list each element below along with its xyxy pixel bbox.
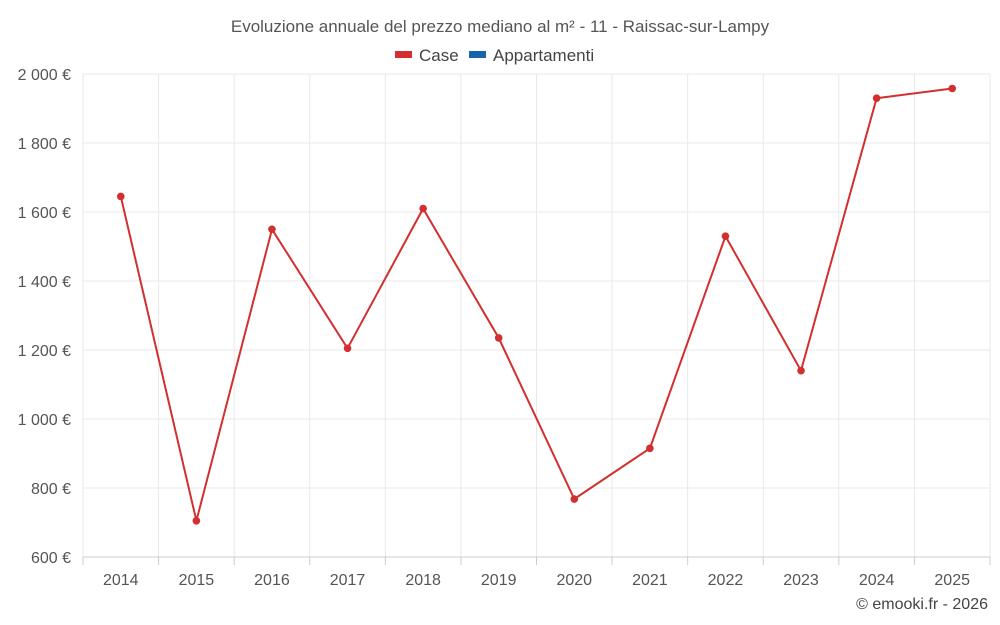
legend-swatch-appartamenti	[469, 51, 486, 58]
x-axis-labels: 2014 2015 2016 2017 2018 2019 2020 2021 2022 2023…	[103, 572, 970, 589]
data-point[interactable]	[797, 366, 805, 375]
y-tick-label: 600 €	[31, 550, 71, 567]
legend-item-appartamenti[interactable]: Appartamenti	[469, 46, 594, 65]
legend-item-case[interactable]: Case	[395, 46, 459, 65]
x-tick-label: 2020	[556, 572, 592, 589]
data-point[interactable]	[116, 192, 125, 201]
x-tick-label: 2017	[330, 572, 366, 589]
x-tick-label: 2014	[103, 572, 139, 589]
x-tick-label: 2015	[179, 572, 215, 589]
data-point[interactable]	[872, 94, 881, 102]
legend-label-case: Case	[419, 46, 459, 65]
data-point[interactable]	[570, 495, 579, 503]
axes	[82, 556, 991, 565]
y-tick-label: 2 000 €	[18, 67, 71, 84]
x-tick-label: 2021	[632, 572, 668, 589]
y-tick-label: 1 200 €	[18, 343, 71, 360]
data-point[interactable]	[419, 204, 427, 213]
x-tick-label: 2022	[708, 572, 744, 589]
series	[116, 84, 957, 525]
data-point[interactable]	[721, 232, 730, 240]
y-tick-label: 1 000 €	[18, 412, 71, 429]
x-tick-label: 2019	[481, 572, 517, 589]
chart-title: Evoluzione annuale del prezzo mediano al…	[231, 17, 770, 36]
legend-label-appartamenti: Appartamenti	[493, 46, 594, 65]
legend-swatch-case	[395, 51, 412, 58]
y-tick-label: 1 600 €	[18, 205, 71, 222]
x-tick-label: 2018	[405, 572, 441, 589]
credit: © emooki.fr - 2026	[856, 596, 988, 613]
x-tick-label: 2023	[783, 572, 819, 589]
data-point[interactable]	[646, 444, 654, 453]
x-tick-label: 2024	[859, 572, 895, 589]
data-point[interactable]	[343, 344, 352, 353]
y-tick-label: 1 800 €	[18, 136, 71, 153]
x-tick-label: 2016	[254, 572, 290, 589]
y-tick-label: 800 €	[31, 481, 71, 498]
data-point[interactable]	[494, 334, 503, 342]
y-axis-labels: 600 € 800 € 1 000 € 1 200 € 1 400 € 1 600 € 1 …	[18, 67, 71, 567]
legend: Case Appartamenti	[395, 46, 594, 65]
grid	[82, 73, 991, 557]
y-tick-label: 1 400 €	[18, 274, 71, 291]
data-point[interactable]	[268, 225, 276, 234]
x-tick-label: 2025	[934, 572, 970, 589]
series-line-case	[119, 87, 953, 522]
data-point[interactable]	[948, 84, 957, 93]
data-point[interactable]	[192, 516, 201, 525]
